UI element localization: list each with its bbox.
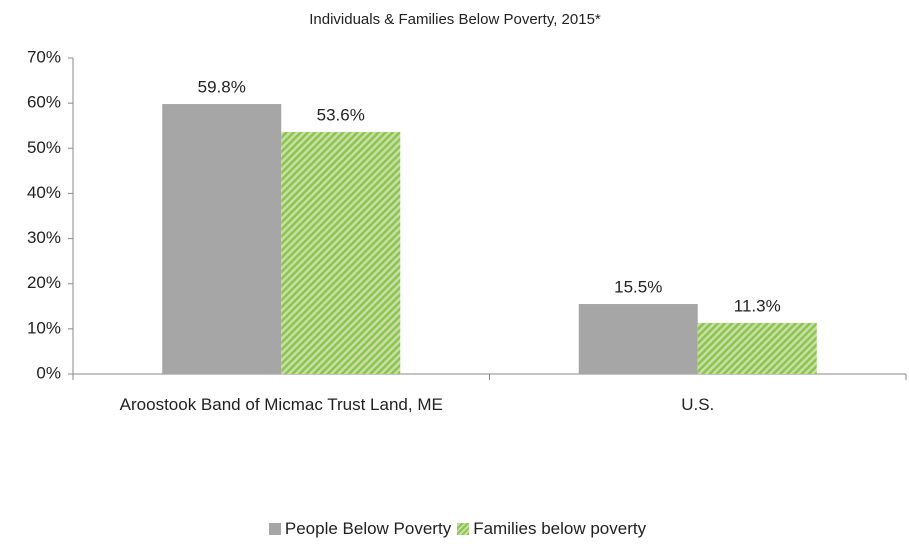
data-label: 59.8% [198, 78, 246, 97]
legend-label: People Below Poverty [284, 519, 452, 538]
bar [162, 104, 282, 374]
bar [697, 322, 817, 374]
data-label: 53.6% [317, 106, 365, 125]
y-tick-label: 70% [27, 47, 61, 66]
y-tick-label: 60% [27, 93, 61, 112]
legend-label: Families below poverty [473, 519, 647, 538]
y-tick-label: 20% [27, 273, 61, 292]
y-tick-label: 10% [27, 318, 61, 337]
legend-swatch [457, 523, 470, 535]
chart-title: Individuals & Families Below Poverty, 20… [309, 11, 601, 28]
bar [578, 304, 698, 374]
x-tick-label: Aroostook Band of Micmac Trust Land, ME [119, 395, 443, 414]
data-label: 11.3% [734, 296, 781, 315]
y-tick-label: 0% [36, 363, 61, 382]
y-tick-label: 40% [27, 183, 61, 202]
data-label: 15.5% [614, 278, 662, 297]
y-tick-label: 30% [27, 228, 61, 247]
bar [281, 132, 401, 374]
x-tick-label: U.S. [681, 395, 715, 414]
legend: People Below Poverty Families below pover… [0, 519, 909, 539]
y-tick-label: 50% [27, 138, 61, 157]
legend-swatch [268, 523, 281, 535]
